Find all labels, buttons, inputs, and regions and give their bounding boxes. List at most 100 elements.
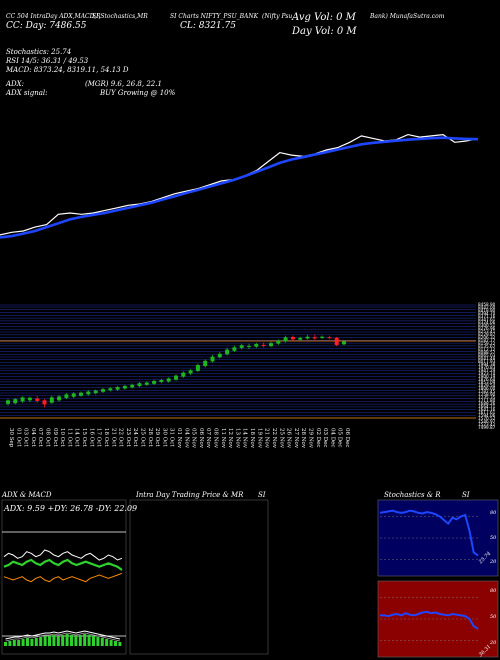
stoch-title-b: SI: [462, 491, 470, 499]
price-label: 8300.51: [478, 323, 496, 328]
adx-signal-value: BUY Growing @ 10%: [100, 89, 176, 97]
stoch-blue-line: [379, 509, 479, 557]
header-title-e: Bank) MunafaSutra.com: [370, 13, 445, 20]
price-label: 8394.70: [478, 311, 496, 316]
price-label: 7523.42: [478, 422, 496, 427]
date-label: 29 Nov: [308, 428, 314, 449]
header-title-d: (Nifty Psu: [262, 13, 293, 20]
date-label: 07 Oct: [37, 428, 43, 447]
candle-body: [137, 383, 142, 387]
candle-body: [57, 396, 62, 401]
candle-body: [261, 344, 266, 346]
price-label: 7853.09: [478, 380, 496, 385]
candle-body: [210, 356, 215, 362]
date-label: 04 Oct: [30, 428, 36, 447]
macd-histogram-bar: [8, 641, 12, 646]
header-title-a: CC 504 IntraDay ADX,MACD,R: [6, 13, 101, 20]
price-label: 8324.06: [478, 320, 496, 325]
date-label: 26 Nov: [286, 428, 292, 449]
price-label: 7947.29: [478, 368, 496, 373]
date-label: 28 Nov: [300, 428, 306, 449]
date-label: 15 Oct: [81, 428, 87, 447]
candle-body: [64, 394, 69, 398]
date-label: 01 Nov: [176, 428, 182, 449]
macd-histogram-bar: [52, 635, 56, 646]
adx-macd-panel: [1, 499, 127, 655]
macd-histogram-bar: [17, 640, 21, 646]
price-label: 7806.00: [478, 386, 496, 391]
intraday-title: Intra Day Trading Price & MR: [136, 491, 244, 499]
macd-histogram-bar: [109, 640, 113, 646]
header-title-b: SI,Stochastics,MR: [92, 13, 148, 20]
price-label: 8347.61: [478, 317, 496, 322]
price-label: 8458.90: [478, 302, 496, 307]
price-label: 7546.97: [478, 419, 496, 424]
candle-body: [108, 388, 113, 391]
candle-body: [327, 337, 332, 339]
macd-histogram-bar: [34, 638, 38, 646]
date-label: 11 Oct: [66, 428, 72, 447]
date-label: 27 Nov: [293, 428, 299, 449]
macd-histogram-bar: [118, 642, 122, 646]
rsi-blue-line: [380, 610, 479, 630]
price-label: 7499.87: [478, 425, 496, 430]
candle-body: [247, 345, 251, 347]
date-label: 13 Nov: [234, 428, 240, 449]
price-label: 8442.00: [478, 305, 496, 310]
macd-histogram-bar: [114, 641, 117, 646]
price-label: 8182.77: [478, 338, 496, 343]
date-label: 25 Oct: [140, 428, 146, 447]
date-label: 10 Oct: [59, 428, 65, 447]
macd-readout: MACD: 8373.24, 8319.11, 54.13 D: [6, 66, 129, 74]
candle-body: [152, 380, 157, 384]
header-title-c: SI Charts NIFTY_PSU_BANK: [170, 13, 259, 20]
macd-histogram-bar: [21, 639, 25, 646]
macd-histogram-bar: [96, 637, 100, 646]
intraday-panel: [129, 499, 269, 655]
candle-body: [334, 337, 339, 345]
macd-histogram-bar: [30, 639, 34, 646]
date-label: 21 Nov: [264, 428, 270, 449]
date-label: 11 Nov: [220, 428, 226, 449]
macd-histogram-bar: [56, 636, 60, 646]
candle-body: [144, 382, 149, 385]
date-label: 14 Oct: [74, 428, 80, 447]
price-label: 7594.06: [478, 413, 496, 418]
price-label: 7900.19: [478, 374, 496, 379]
date-label: 17 Oct: [96, 428, 102, 447]
price-label: 7970.83: [478, 365, 496, 370]
avg-volume: Avg Vol: 0 M: [292, 12, 356, 23]
date-label: 28 Oct: [147, 428, 153, 447]
candle-body: [276, 340, 281, 344]
date-label: 12 Nov: [227, 428, 233, 449]
price-label: 8135.67: [478, 344, 496, 349]
date-label: 18 Nov: [249, 428, 255, 449]
candle-body: [115, 387, 120, 390]
candle-body: [254, 344, 259, 347]
macd-histogram-bar: [39, 637, 43, 646]
adx-macd-title: ADX & MACD: [2, 491, 52, 499]
date-label: 30 Sep: [8, 428, 14, 448]
adx-values: ADX: 9.59 +DY: 26.78 -DY: 22.09: [4, 504, 138, 513]
rsi-level-50: 50: [490, 614, 497, 620]
price-label: 7994.38: [478, 362, 496, 367]
date-label: 31 Oct: [169, 428, 175, 447]
price-label: 8253.41: [478, 329, 496, 334]
date-label: 29 Oct: [154, 428, 160, 447]
date-label: 24 Oct: [132, 428, 138, 447]
price-label: 7923.74: [478, 371, 496, 376]
candle-body: [122, 385, 127, 389]
date-label: 16 Oct: [88, 428, 94, 447]
candle-body: [20, 397, 25, 402]
macd-line: [5, 630, 120, 640]
candle-body: [269, 343, 273, 347]
macd-histogram-bar: [87, 635, 91, 646]
overview-chart: [0, 133, 479, 239]
date-label: 01 Oct: [15, 428, 21, 447]
date-label: 07 Nov: [205, 428, 211, 449]
candle-body: [130, 384, 135, 388]
stochastics-readout: Stochastics: 25.74: [6, 48, 72, 56]
candle-body: [320, 336, 325, 338]
candle-body: [6, 400, 10, 404]
